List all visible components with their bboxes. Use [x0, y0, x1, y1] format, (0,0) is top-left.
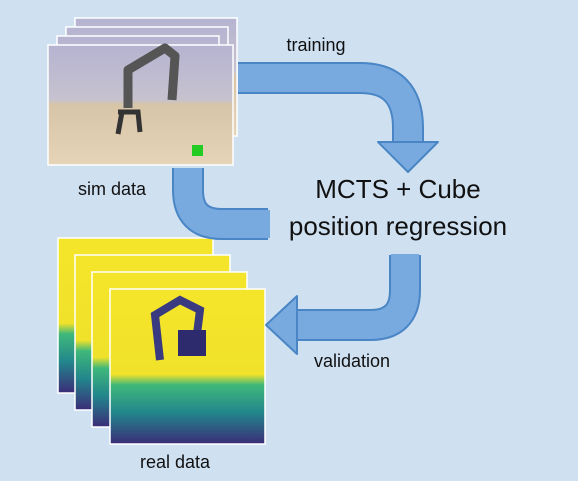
center-title-1: MCTS + Cube: [315, 174, 480, 204]
sim-image-stack: [47, 17, 238, 166]
real-frame: [109, 288, 266, 445]
sim-arrow: [174, 168, 270, 238]
sim-cube: [192, 145, 203, 156]
training-arrowhead: [377, 141, 439, 173]
arrows: [172, 62, 439, 355]
robot-gripper: [115, 109, 143, 135]
center-title-2: position regression: [289, 211, 507, 241]
validation-label: validation: [314, 351, 390, 371]
robot-arm: [123, 43, 180, 108]
sim-label: sim data: [78, 179, 147, 199]
training-label: training: [286, 35, 345, 55]
validation-arrowhead: [265, 295, 298, 355]
real-gripper: [178, 330, 206, 356]
real-label: real data: [140, 452, 211, 472]
validation-arrow: [293, 254, 419, 339]
real-robot: [150, 295, 205, 361]
real-image-stack: [57, 237, 266, 445]
training-arrow: [238, 64, 422, 146]
